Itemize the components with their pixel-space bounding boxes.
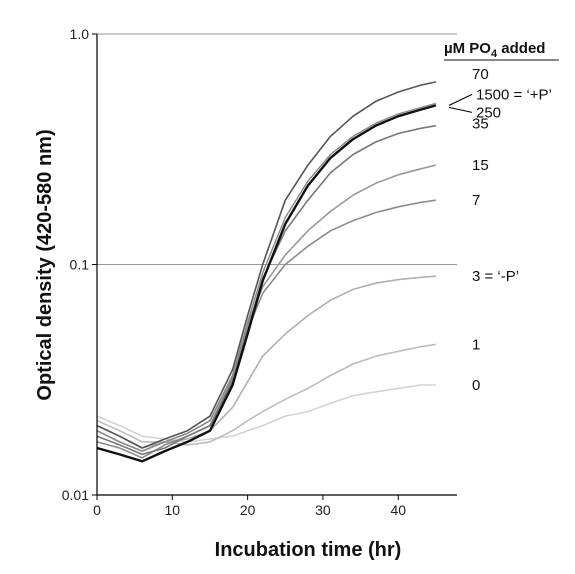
y-tick-label: 0.01 <box>62 487 89 503</box>
series-line-7 <box>96 275 436 449</box>
legend-title-subscript: 4 <box>491 48 498 60</box>
label-leader-line <box>448 93 473 106</box>
series-label: 1 <box>472 336 480 353</box>
grid-layer <box>97 33 457 265</box>
series-line-6 <box>96 199 437 459</box>
legend-title-main: µM PO <box>444 40 491 57</box>
series-label: 7 <box>472 192 480 209</box>
x-tick-label: 0 <box>93 502 101 518</box>
x-tick-label: 40 <box>390 502 406 518</box>
series-layer <box>96 81 437 463</box>
y-tick-label: 1.0 <box>70 26 90 42</box>
series-label: 3 = ‘-P’ <box>472 268 519 285</box>
series-label: 250 <box>476 104 501 121</box>
y-axis-title: Optical density (420-580 nm) <box>34 129 56 400</box>
series-label: 0 <box>472 377 480 394</box>
tick-layer: 0 10 20 30 40 0.01 0.1 1.0 <box>62 26 407 518</box>
series-line-3 <box>96 104 437 463</box>
legend-title: µM PO4 added <box>444 40 559 61</box>
series-label: 15 <box>472 157 489 174</box>
series-label: 35 <box>472 116 489 133</box>
x-tick-label: 20 <box>240 502 256 518</box>
svg-text:µM PO4 added: µM PO4 added <box>444 40 545 60</box>
x-tick-label: 30 <box>315 502 331 518</box>
series-label: 1500 = ‘+P’ <box>476 86 552 103</box>
series-line-5 <box>96 164 437 452</box>
y-tick-label: 0.1 <box>70 257 90 273</box>
series-line-9 <box>96 384 436 443</box>
series-line-2 <box>96 102 437 452</box>
x-tick-label: 10 <box>165 502 181 518</box>
legend-title-suffix: added <box>497 40 545 57</box>
series-line-4 <box>96 124 437 456</box>
label-leader-line <box>448 106 473 113</box>
series-label: 70 <box>472 66 489 83</box>
x-axis-title: Incubation time (hr) <box>215 539 402 561</box>
series-line-1 <box>96 81 437 449</box>
series-line-8 <box>96 343 437 446</box>
